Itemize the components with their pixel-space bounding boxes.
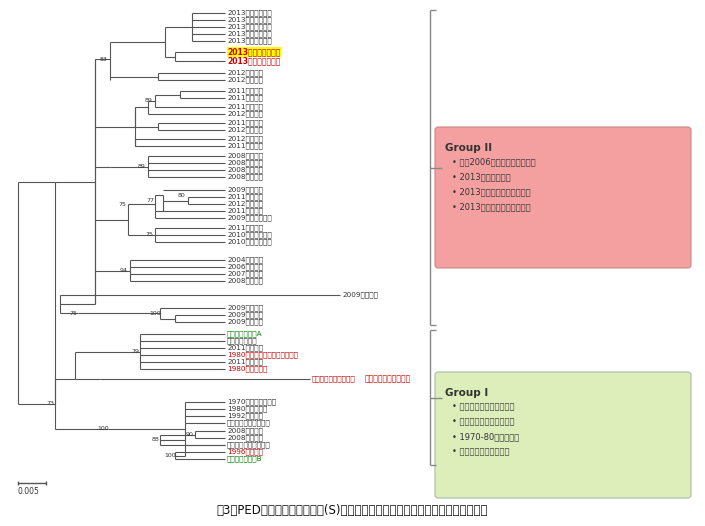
Text: 89: 89 — [138, 164, 146, 169]
Text: 77: 77 — [146, 198, 154, 203]
Text: 1970年代ベルギー株: 1970年代ベルギー株 — [227, 399, 276, 406]
Text: 2012年中国株: 2012年中国株 — [227, 136, 263, 143]
Text: 1980年代英国株: 1980年代英国株 — [227, 406, 267, 412]
Text: 韓国株（分離年不明）: 韓国株（分離年不明） — [227, 442, 271, 448]
Text: 94: 94 — [120, 268, 128, 273]
Text: 100: 100 — [97, 426, 109, 431]
Text: 75: 75 — [69, 311, 77, 316]
Text: 79: 79 — [131, 349, 139, 354]
Text: 日本株（分離年不明）: 日本株（分離年不明） — [312, 376, 356, 382]
Text: 89: 89 — [145, 98, 153, 103]
Text: • 2013年米国流行株: • 2013年米国流行株 — [452, 172, 510, 181]
Text: • 2013年茨城株（赤字強調）: • 2013年茨城株（赤字強調） — [452, 202, 531, 211]
Text: 2012年中国株: 2012年中国株 — [227, 127, 263, 133]
Text: Group II: Group II — [445, 143, 492, 153]
Text: 国内ワクチン株A: 国内ワクチン株A — [227, 331, 263, 337]
Text: 2011年中国株: 2011年中国株 — [227, 104, 263, 110]
Text: 2011年中国株: 2011年中国株 — [227, 120, 263, 126]
Text: 2009年韓国株: 2009年韓国株 — [227, 319, 263, 325]
Text: 2007年中国株: 2007年中国株 — [227, 271, 263, 277]
Text: 2013年米国流行株: 2013年米国流行株 — [227, 9, 271, 16]
Text: 1980年代日本株（細胞順化株）: 1980年代日本株（細胞順化株） — [227, 352, 298, 358]
Text: 80: 80 — [178, 193, 186, 198]
Text: Group I: Group I — [445, 388, 489, 398]
Text: 73: 73 — [46, 401, 54, 407]
Text: 1992年韓国株: 1992年韓国株 — [227, 413, 263, 419]
Text: 2013年茨城県発生株: 2013年茨城県発生株 — [227, 56, 281, 66]
Text: 2013年米国流行株: 2013年米国流行株 — [227, 24, 271, 31]
Text: 90: 90 — [186, 432, 194, 437]
Text: 2011年中国株: 2011年中国株 — [227, 359, 263, 365]
Text: • 2013年沖縄株（赤字強調）: • 2013年沖縄株（赤字強調） — [452, 187, 531, 196]
Text: 2012年中国株: 2012年中国株 — [227, 201, 263, 207]
Text: 2009年韓国株: 2009年韓国株 — [227, 187, 263, 193]
FancyBboxPatch shape — [435, 372, 691, 498]
Text: 1980年代日本株: 1980年代日本株 — [227, 366, 267, 372]
Text: 2006年中国株: 2006年中国株 — [227, 264, 263, 270]
Text: 2009年ベトナム株: 2009年ベトナム株 — [227, 215, 271, 221]
Text: 2013年米国流行株: 2013年米国流行株 — [227, 38, 271, 44]
Text: 2010年ベトナム株: 2010年ベトナム株 — [227, 239, 271, 245]
Text: 2008年タイ株: 2008年タイ株 — [227, 153, 263, 159]
Text: 83: 83 — [100, 57, 108, 62]
Text: 日本株（分離年不明）: 日本株（分離年不明） — [365, 375, 411, 383]
Text: 0.005: 0.005 — [18, 487, 40, 495]
Text: 2011年中国株: 2011年中国株 — [227, 95, 263, 102]
Text: 2008年韓国株: 2008年韓国株 — [227, 428, 263, 434]
Text: 2010年ベトナム株: 2010年ベトナム株 — [227, 231, 271, 238]
Text: 2011年中国株: 2011年中国株 — [227, 143, 263, 149]
Text: 2013年米国流行株: 2013年米国流行株 — [227, 31, 271, 37]
Text: 2008年韓国株: 2008年韓国株 — [227, 278, 263, 285]
Text: 2008年タイ株: 2008年タイ株 — [227, 160, 263, 166]
Text: 2011年中国株: 2011年中国株 — [227, 88, 263, 94]
Text: 中国株（分離年不明）: 中国株（分離年不明） — [227, 420, 271, 426]
Text: 2008年韓国株: 2008年韓国株 — [227, 434, 263, 441]
Text: 2011年中国株: 2011年中国株 — [227, 225, 263, 231]
Text: 100: 100 — [164, 453, 176, 458]
Text: 2009年韓国株: 2009年韓国株 — [342, 292, 378, 298]
Text: 2009年韓国株: 2009年韓国株 — [227, 312, 263, 318]
Text: • 過去国内分離株（赤字）: • 過去国内分離株（赤字） — [452, 417, 515, 426]
Text: 2013年米国流行株: 2013年米国流行株 — [227, 17, 271, 23]
Text: 2011年中国株: 2011年中国株 — [227, 208, 263, 214]
Text: 2012年中国株: 2012年中国株 — [227, 77, 263, 83]
Text: 2008年タイ株: 2008年タイ株 — [227, 174, 263, 180]
Text: • 韓国および中国野外株: • 韓国および中国野外株 — [452, 447, 510, 456]
Text: 75: 75 — [118, 201, 126, 207]
Text: • 国内ワクチン株（緑字）: • 国内ワクチン株（緑字） — [452, 402, 515, 411]
Text: 2008年タイ株: 2008年タイ株 — [227, 167, 263, 173]
Text: 2011年韓国株: 2011年韓国株 — [227, 345, 263, 351]
Text: 2004年中国株: 2004年中国株 — [227, 257, 263, 264]
Text: 2013年沖縄県発生株: 2013年沖縄県発生株 — [227, 47, 281, 56]
Text: 2011年中国株: 2011年中国株 — [227, 194, 263, 200]
Text: 2009年韓国株: 2009年韓国株 — [227, 305, 263, 311]
Text: 国内ワクチン株B: 国内ワクチン株B — [227, 456, 263, 462]
Text: 図3　PEDウイルス　スパイク(S)蛋白遺伝子部分的塩基配列に基づく分子系統樹: 図3 PEDウイルス スパイク(S)蛋白遺伝子部分的塩基配列に基づく分子系統樹 — [216, 503, 488, 517]
Text: • 1970-80年代欧州株: • 1970-80年代欧州株 — [452, 432, 520, 441]
Text: 2012年中国株: 2012年中国株 — [227, 110, 263, 117]
FancyBboxPatch shape — [435, 127, 691, 268]
Text: 75: 75 — [145, 232, 153, 238]
Text: 88: 88 — [151, 437, 159, 442]
Text: 1996年日本株: 1996年日本株 — [227, 449, 263, 456]
Text: • 主な2006年以降アジア流行株: • 主な2006年以降アジア流行株 — [452, 157, 536, 166]
Text: 韓国ワクチン株: 韓国ワクチン株 — [227, 338, 257, 345]
Text: 100: 100 — [149, 311, 161, 316]
Text: 2012年中国株: 2012年中国株 — [227, 70, 263, 76]
